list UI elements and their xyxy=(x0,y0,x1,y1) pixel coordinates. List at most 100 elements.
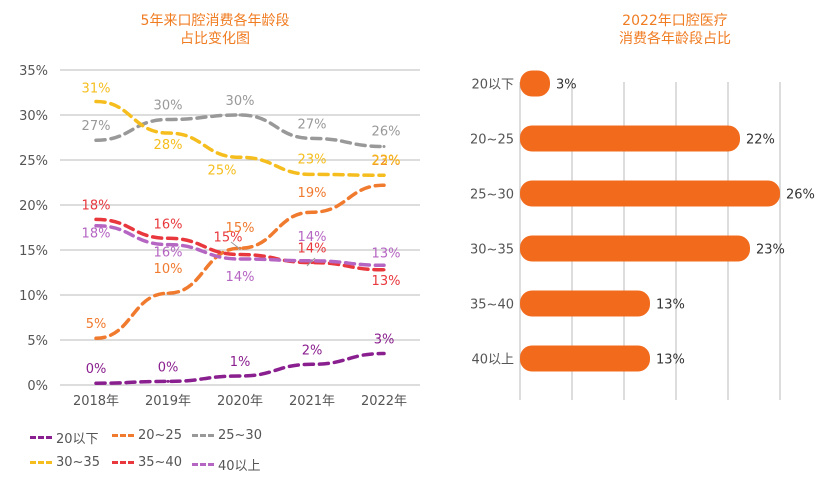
data-label: 18% xyxy=(82,198,111,213)
line-chart-title: 5年来口腔消费各年龄段 占比变化图 xyxy=(100,12,330,48)
data-label: 28% xyxy=(154,138,183,153)
data-point xyxy=(310,210,314,214)
data-point xyxy=(382,268,386,272)
data-point xyxy=(166,131,170,135)
x-tick-label: 2019年 xyxy=(145,394,191,409)
data-point xyxy=(382,263,386,267)
data-point xyxy=(382,173,386,177)
data-label: 14% xyxy=(298,242,327,257)
data-label: 19% xyxy=(298,186,327,201)
bar-value-label: 22% xyxy=(746,133,775,148)
data-label: 2% xyxy=(302,343,323,358)
data-point xyxy=(94,336,98,340)
bar-value-label: 23% xyxy=(756,243,785,258)
legend-label: 25~30 xyxy=(218,428,262,443)
x-tick-label: 2020年 xyxy=(217,394,263,409)
bar-chart-title: 2022年口腔医疗 消费各年龄段占比 xyxy=(560,12,790,48)
data-point xyxy=(94,100,98,103)
data-point xyxy=(166,236,170,240)
legend-label: 35~40 xyxy=(138,455,182,470)
leader-line xyxy=(230,241,241,250)
data-label: 1% xyxy=(230,355,251,370)
data-point xyxy=(382,183,386,187)
data-label: 3% xyxy=(374,333,395,348)
data-label: 14% xyxy=(226,270,255,285)
data-point xyxy=(166,291,170,295)
data-point xyxy=(94,217,98,221)
data-point xyxy=(382,352,386,355)
y-tick-label: 15% xyxy=(19,244,48,259)
data-label: 15% xyxy=(214,231,243,246)
data-label: 14% xyxy=(298,230,327,245)
data-label: 27% xyxy=(298,117,327,132)
data-point xyxy=(238,253,242,256)
legend-item: 20~25 xyxy=(112,428,182,443)
data-label: 30% xyxy=(226,94,255,109)
data-point xyxy=(238,155,242,159)
y-tick-label: 35% xyxy=(19,64,48,79)
data-point xyxy=(310,172,314,176)
data-point xyxy=(310,362,314,366)
line-chart-title-line2: 占比变化图 xyxy=(180,31,250,47)
data-label: 0% xyxy=(158,360,179,375)
y-tick-label: 5% xyxy=(27,334,48,349)
legend-swatch xyxy=(30,461,52,464)
legend-label: 20~25 xyxy=(138,428,182,443)
category-label: 20以下 xyxy=(471,78,514,93)
legend-swatch xyxy=(30,436,52,439)
legend-label: 20以下 xyxy=(56,432,99,447)
legend-item: 30~35 xyxy=(30,455,100,470)
bar-chart-title-line1: 2022年口腔医疗 xyxy=(622,13,728,29)
bar-chart: 20以下 3% 20~25 22% 25~30 26% 30~35 23% 35~40 13% 40… xyxy=(470,70,815,400)
bar-value-label: 3% xyxy=(556,78,577,93)
data-label: 13% xyxy=(372,274,401,289)
series-line-4 xyxy=(94,99,386,178)
bar xyxy=(520,290,650,317)
data-label: 30% xyxy=(154,99,183,114)
legend-label: 30~35 xyxy=(56,455,100,470)
series-line-3 xyxy=(94,113,386,149)
data-label: 25% xyxy=(208,163,237,178)
data-label: 23% xyxy=(372,153,401,168)
data-point xyxy=(166,118,170,121)
data-point xyxy=(94,224,98,228)
y-tick-label: 0% xyxy=(27,379,48,394)
category-label: 35~40 xyxy=(470,298,514,313)
legend-swatch xyxy=(192,434,214,437)
data-label: 31% xyxy=(82,82,111,97)
data-point xyxy=(238,113,242,117)
data-label: 26% xyxy=(372,125,401,140)
bar xyxy=(520,235,750,262)
data-point xyxy=(166,243,170,247)
data-label: 18% xyxy=(82,227,111,242)
legend-item: 35~40 xyxy=(112,455,182,470)
y-tick-label: 20% xyxy=(19,199,48,214)
x-tick-label: 2021年 xyxy=(289,394,335,409)
legend-swatch xyxy=(112,434,134,437)
legend-item: 20以下 xyxy=(30,428,99,447)
bar-value-label: 13% xyxy=(656,298,685,313)
data-point xyxy=(94,138,98,142)
bar xyxy=(520,180,780,207)
data-point xyxy=(166,379,170,383)
legend-item: 40以上 xyxy=(192,455,261,474)
data-label: 16% xyxy=(154,246,183,261)
data-label: 22% xyxy=(372,154,401,169)
y-tick-label: 10% xyxy=(19,289,48,304)
data-label: 15% xyxy=(226,221,255,236)
data-point xyxy=(238,374,242,378)
y-tick-label: 25% xyxy=(19,154,48,169)
data-label: 0% xyxy=(86,362,107,377)
leader-line xyxy=(306,257,316,267)
data-point xyxy=(310,136,314,140)
category-label: 20~25 xyxy=(470,133,514,148)
line-chart: 0% 5% 10% 15% 20% 25% 30% 35% 2018年 2019年 2020年 202… xyxy=(19,64,420,409)
category-label: 25~30 xyxy=(470,188,514,203)
data-label: 16% xyxy=(154,217,183,232)
data-label: 5% xyxy=(86,317,107,332)
data-label: 23% xyxy=(298,152,327,167)
data-point xyxy=(382,145,386,148)
legend-item: 25~30 xyxy=(192,428,262,443)
data-label: 27% xyxy=(82,119,111,134)
bar-value-label: 13% xyxy=(656,353,685,368)
